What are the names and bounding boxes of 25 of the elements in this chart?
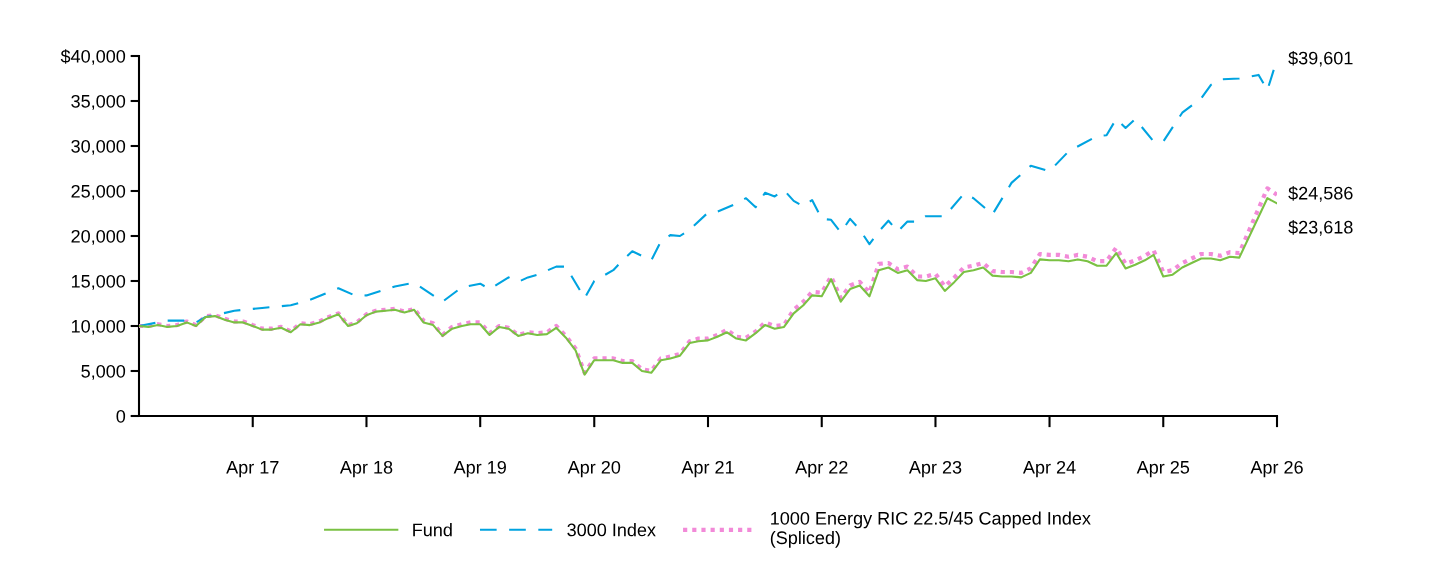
y-tick-label: 35,000 bbox=[71, 94, 126, 110]
x-tick-label: Apr 17 bbox=[226, 461, 279, 478]
y-tick-label: 10,000 bbox=[71, 319, 126, 335]
annotation: $23,618 bbox=[1288, 220, 1353, 236]
y-tick-label: 5,000 bbox=[81, 364, 126, 380]
x-tick-label: Apr 26 bbox=[1250, 460, 1303, 478]
y-tick-label: 0 bbox=[116, 409, 126, 423]
y-tick-label: 20,000 bbox=[71, 229, 126, 245]
legend-label: 3000 Index bbox=[567, 523, 656, 537]
x-tick-label: Apr 21 bbox=[681, 460, 734, 478]
x-tick-label: Apr 25 bbox=[1136, 460, 1190, 478]
x-tick-label: Apr 24 bbox=[1022, 460, 1076, 478]
x-tick-label: Apr 19 bbox=[453, 460, 506, 478]
y-tick-label: 15,000 bbox=[71, 274, 126, 290]
annotation: $39,601 bbox=[1288, 50, 1353, 67]
x-tick-label: Apr 20 bbox=[567, 460, 621, 478]
y-tick-label: 30,000 bbox=[71, 139, 126, 155]
y-tick-label: $40,000 bbox=[60, 49, 126, 65]
legend-label: Fund bbox=[413, 523, 452, 537]
x-tick-label: Apr 22 bbox=[795, 460, 848, 478]
annotation: $24,586 bbox=[1288, 186, 1353, 202]
x-tick-label: Apr 23 bbox=[908, 460, 962, 478]
y-tick-label: 25,000 bbox=[71, 184, 126, 200]
x-tick-label: Apr 18 bbox=[339, 460, 393, 478]
legend-label: 1000 Energy RIC 22.5/45 Capped Index (Spliced) bbox=[770, 511, 1091, 548]
